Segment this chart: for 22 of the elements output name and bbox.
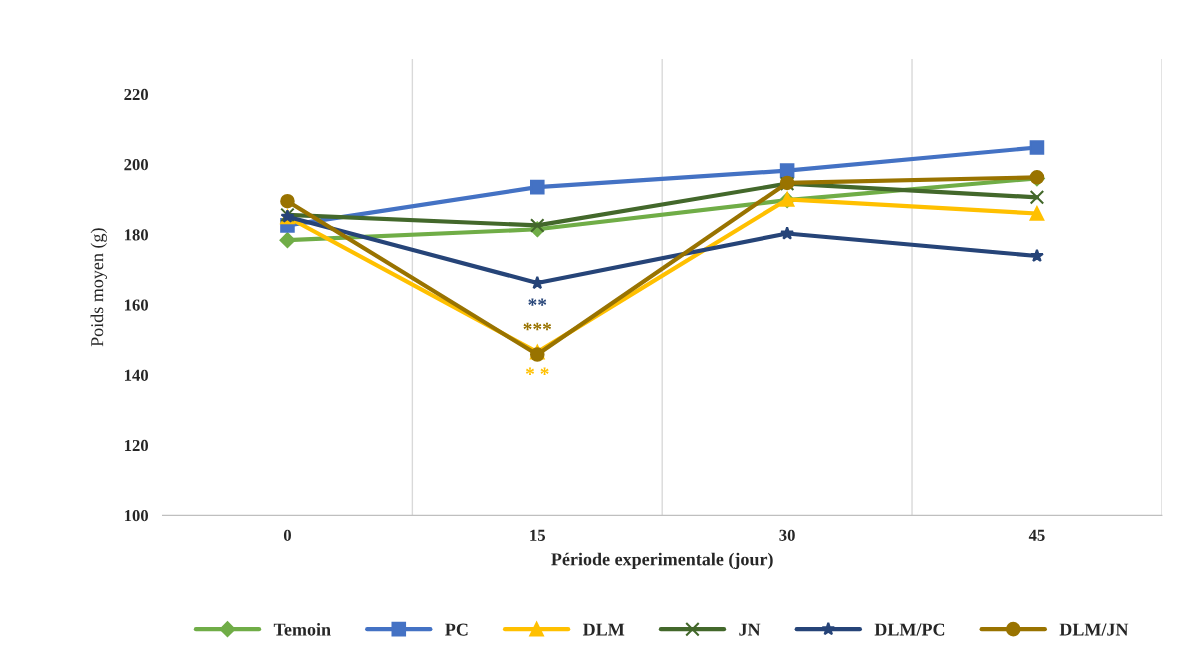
y-tick-label: 180 [124,229,149,241]
legend-label: DLM/JN [1059,623,1129,636]
legend-label: DLM/PC [874,623,945,636]
annotation: *** [523,322,552,331]
y-tick-label: 200 [124,159,149,171]
y-tick-label: 120 [124,439,149,452]
y-tick-label: 220 [124,88,149,101]
y-tick-label: 160 [124,299,149,311]
legend-label: PC [445,623,468,636]
x-tick-label: 0 [283,529,291,541]
legend-label: DLM [582,623,625,636]
x-axis-title: Période experimentale (jour) [551,552,773,570]
annotation: * * [525,367,549,375]
legend-label: JN [739,623,761,636]
y-tick-label: 100 [124,510,149,522]
y-axis-title: Poids moyen (g) [90,228,107,347]
y-tick-label: 140 [124,369,149,381]
x-tick-label: 15 [530,529,546,541]
x-tick-label: 45 [1028,529,1045,541]
annotation: ** [528,298,547,306]
x-tick-label: 30 [779,529,795,541]
legend-label: Temoin [273,622,331,636]
